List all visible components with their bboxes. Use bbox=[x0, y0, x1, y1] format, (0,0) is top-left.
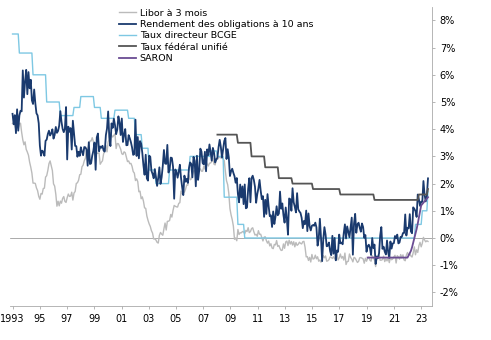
Rendement des obligations à 10 ans bbox=[10, 112, 16, 116]
Rendement des obligations à 10 ans bbox=[425, 176, 431, 181]
Line: Taux fédéral unifié: Taux fédéral unifié bbox=[218, 135, 428, 200]
SARON bbox=[425, 195, 431, 199]
Taux fédéral unifié bbox=[425, 187, 431, 191]
Rendement des obligations à 10 ans bbox=[318, 236, 324, 240]
Taux directeur BCGE bbox=[80, 95, 86, 99]
Libor à 3 mois bbox=[373, 265, 379, 269]
Line: Taux directeur BCGE: Taux directeur BCGE bbox=[13, 34, 428, 238]
Taux fédéral unifié bbox=[234, 133, 240, 137]
Rendement des obligations à 10 ans bbox=[52, 133, 57, 137]
Taux directeur BCGE bbox=[95, 105, 101, 109]
Libor à 3 mois bbox=[52, 184, 57, 188]
Rendement des obligations à 10 ans bbox=[373, 262, 379, 266]
Taux directeur BCGE bbox=[242, 236, 247, 240]
Taux directeur BCGE bbox=[10, 32, 16, 36]
Libor à 3 mois bbox=[235, 227, 241, 232]
Libor à 3 mois bbox=[425, 239, 431, 243]
Line: SARON: SARON bbox=[368, 197, 428, 258]
Line: Rendement des obligations à 10 ans: Rendement des obligations à 10 ans bbox=[13, 70, 428, 264]
Taux directeur BCGE bbox=[295, 236, 301, 240]
Rendement des obligations à 10 ans bbox=[235, 192, 241, 196]
Taux directeur BCGE bbox=[318, 236, 324, 240]
Rendement des obligations à 10 ans bbox=[23, 68, 29, 72]
Rendement des obligations à 10 ans bbox=[295, 207, 301, 211]
Line: Libor à 3 mois: Libor à 3 mois bbox=[13, 122, 428, 267]
Taux directeur BCGE bbox=[425, 190, 431, 194]
Libor à 3 mois bbox=[82, 159, 87, 163]
Libor à 3 mois bbox=[295, 242, 301, 246]
Legend: Libor à 3 mois, Rendement des obligations à 10 ans, Taux directeur BCGE, Taux fé: Libor à 3 mois, Rendement des obligation… bbox=[119, 8, 313, 63]
Taux fédéral unifié bbox=[294, 182, 300, 186]
Libor à 3 mois bbox=[14, 120, 20, 124]
Rendement des obligations à 10 ans bbox=[96, 149, 102, 153]
Taux directeur BCGE bbox=[234, 195, 240, 199]
Taux fédéral unifié bbox=[317, 187, 323, 191]
Libor à 3 mois bbox=[318, 260, 324, 264]
Rendement des obligations à 10 ans bbox=[82, 145, 87, 149]
Libor à 3 mois bbox=[10, 121, 16, 125]
Libor à 3 mois bbox=[96, 151, 102, 155]
Taux directeur BCGE bbox=[51, 100, 56, 104]
